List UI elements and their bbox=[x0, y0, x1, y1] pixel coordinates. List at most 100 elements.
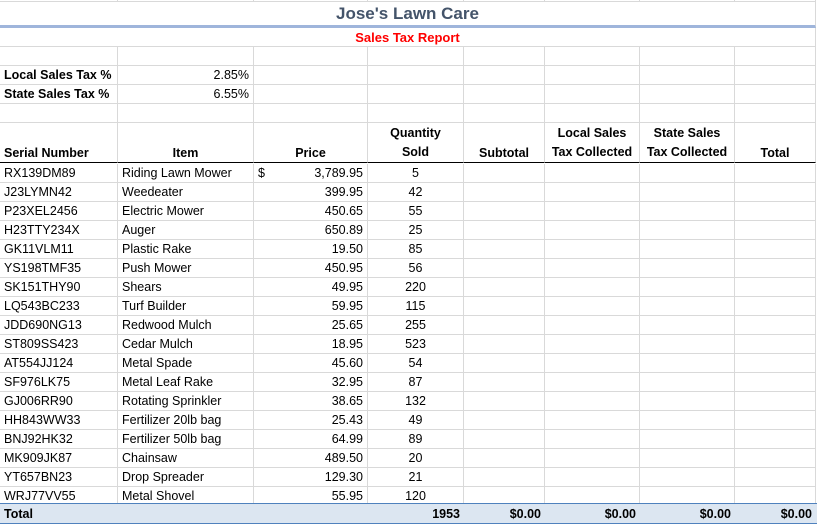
state-tax-cell[interactable] bbox=[640, 278, 735, 297]
subtotal-cell[interactable] bbox=[464, 354, 545, 373]
quantity-cell[interactable]: 220 bbox=[368, 278, 464, 297]
total-cell[interactable] bbox=[735, 354, 816, 373]
local-tax-cell[interactable] bbox=[545, 297, 640, 316]
cell[interactable] bbox=[254, 0, 368, 2]
item-cell[interactable]: Electric Mower bbox=[118, 202, 254, 221]
totals-quantity[interactable]: 1953 bbox=[368, 504, 464, 523]
price-cell[interactable]: 19.50 bbox=[254, 240, 368, 259]
cell[interactable] bbox=[464, 0, 545, 2]
state-tax-label[interactable]: State Sales Tax % bbox=[0, 85, 118, 104]
serial-number-cell[interactable]: LQ543BC233 bbox=[0, 297, 118, 316]
total-cell[interactable] bbox=[735, 259, 816, 278]
price-cell[interactable]: 38.65 bbox=[254, 392, 368, 411]
price-cell[interactable]: 64.99 bbox=[254, 430, 368, 449]
totals-label[interactable]: Total bbox=[0, 504, 118, 523]
cell[interactable] bbox=[735, 85, 816, 104]
local-tax-cell[interactable] bbox=[545, 335, 640, 354]
quantity-cell[interactable]: 49 bbox=[368, 411, 464, 430]
serial-number-cell[interactable]: MK909JK87 bbox=[0, 449, 118, 468]
subtotal-cell[interactable] bbox=[464, 278, 545, 297]
cell[interactable] bbox=[640, 66, 735, 85]
total-cell[interactable] bbox=[735, 183, 816, 202]
subtotal-cell[interactable] bbox=[464, 183, 545, 202]
serial-number-cell[interactable]: YT657BN23 bbox=[0, 468, 118, 487]
state-tax-cell[interactable] bbox=[640, 259, 735, 278]
price-cell[interactable]: 25.43 bbox=[254, 411, 368, 430]
serial-number-cell[interactable]: YS198TMF35 bbox=[0, 259, 118, 278]
serial-number-cell[interactable]: P23XEL2456 bbox=[0, 202, 118, 221]
price-cell[interactable]: 399.95 bbox=[254, 183, 368, 202]
serial-number-cell[interactable]: GJ006RR90 bbox=[0, 392, 118, 411]
local-tax-cell[interactable] bbox=[545, 449, 640, 468]
cell[interactable] bbox=[254, 66, 368, 85]
state-tax-cell[interactable] bbox=[640, 449, 735, 468]
local-tax-cell[interactable] bbox=[545, 411, 640, 430]
item-cell[interactable]: Metal Leaf Rake bbox=[118, 373, 254, 392]
total-cell[interactable] bbox=[735, 297, 816, 316]
state-tax-cell[interactable] bbox=[640, 430, 735, 449]
price-cell[interactable]: 450.65 bbox=[254, 202, 368, 221]
cell[interactable] bbox=[545, 104, 640, 123]
serial-number-cell[interactable]: ST809SS423 bbox=[0, 335, 118, 354]
quantity-cell[interactable]: 87 bbox=[368, 373, 464, 392]
serial-number-cell[interactable]: J23LYMN42 bbox=[0, 183, 118, 202]
total-cell[interactable] bbox=[735, 335, 816, 354]
quantity-cell[interactable]: 132 bbox=[368, 392, 464, 411]
item-cell[interactable]: Turf Builder bbox=[118, 297, 254, 316]
price-cell[interactable]: 650.89 bbox=[254, 221, 368, 240]
item-cell[interactable]: Shears bbox=[118, 278, 254, 297]
serial-number-cell[interactable]: SF976LK75 bbox=[0, 373, 118, 392]
subtotal-cell[interactable] bbox=[464, 221, 545, 240]
header-price[interactable]: Price bbox=[254, 123, 368, 163]
cell[interactable] bbox=[545, 0, 640, 2]
cell[interactable] bbox=[735, 104, 816, 123]
total-cell[interactable] bbox=[735, 221, 816, 240]
cell[interactable] bbox=[368, 66, 464, 85]
header-local-tax-collected[interactable]: Local Sales Tax Collected bbox=[545, 123, 640, 163]
header-quantity-sold[interactable]: Quantity Sold bbox=[368, 123, 464, 163]
serial-number-cell[interactable]: AT554JJ124 bbox=[0, 354, 118, 373]
item-cell[interactable]: Rotating Sprinkler bbox=[118, 392, 254, 411]
local-tax-cell[interactable] bbox=[545, 354, 640, 373]
cell[interactable] bbox=[464, 104, 545, 123]
total-cell[interactable] bbox=[735, 392, 816, 411]
state-tax-cell[interactable] bbox=[640, 164, 735, 183]
totals-local-tax[interactable]: $0.00 bbox=[545, 504, 640, 523]
header-state-tax-collected[interactable]: State Sales Tax Collected bbox=[640, 123, 735, 163]
subtotal-cell[interactable] bbox=[464, 202, 545, 221]
local-tax-cell[interactable] bbox=[545, 373, 640, 392]
cell[interactable] bbox=[254, 47, 368, 66]
quantity-cell[interactable]: 85 bbox=[368, 240, 464, 259]
cell[interactable] bbox=[640, 0, 735, 2]
cell[interactable] bbox=[368, 0, 464, 2]
state-tax-cell[interactable] bbox=[640, 221, 735, 240]
header-subtotal[interactable]: Subtotal bbox=[464, 123, 545, 163]
local-tax-cell[interactable] bbox=[545, 468, 640, 487]
subtotal-cell[interactable] bbox=[464, 240, 545, 259]
item-cell[interactable]: Auger bbox=[118, 221, 254, 240]
state-tax-cell[interactable] bbox=[640, 297, 735, 316]
header-item[interactable]: Item bbox=[118, 123, 254, 163]
serial-number-cell[interactable]: H23TTY234X bbox=[0, 221, 118, 240]
subtotal-cell[interactable] bbox=[464, 392, 545, 411]
subtotal-cell[interactable] bbox=[464, 468, 545, 487]
price-cell[interactable]: 59.95 bbox=[254, 297, 368, 316]
item-cell[interactable]: Plastic Rake bbox=[118, 240, 254, 259]
quantity-cell[interactable]: 42 bbox=[368, 183, 464, 202]
subtotal-cell[interactable] bbox=[464, 335, 545, 354]
item-cell[interactable]: Cedar Mulch bbox=[118, 335, 254, 354]
cell[interactable] bbox=[368, 47, 464, 66]
state-tax-cell[interactable] bbox=[640, 373, 735, 392]
serial-number-cell[interactable]: RX139DM89 bbox=[0, 164, 118, 183]
price-cell[interactable]: 49.95 bbox=[254, 278, 368, 297]
local-tax-value[interactable]: 2.85% bbox=[118, 66, 254, 85]
quantity-cell[interactable]: 25 bbox=[368, 221, 464, 240]
item-cell[interactable]: Weedeater bbox=[118, 183, 254, 202]
price-cell[interactable]: $3,789.95 bbox=[254, 164, 368, 183]
item-cell[interactable]: Fertilizer 50lb bag bbox=[118, 430, 254, 449]
item-cell[interactable]: Chainsaw bbox=[118, 449, 254, 468]
report-subtitle[interactable]: Sales Tax Report bbox=[0, 28, 816, 47]
subtotal-cell[interactable] bbox=[464, 373, 545, 392]
cell[interactable] bbox=[368, 104, 464, 123]
state-tax-cell[interactable] bbox=[640, 468, 735, 487]
